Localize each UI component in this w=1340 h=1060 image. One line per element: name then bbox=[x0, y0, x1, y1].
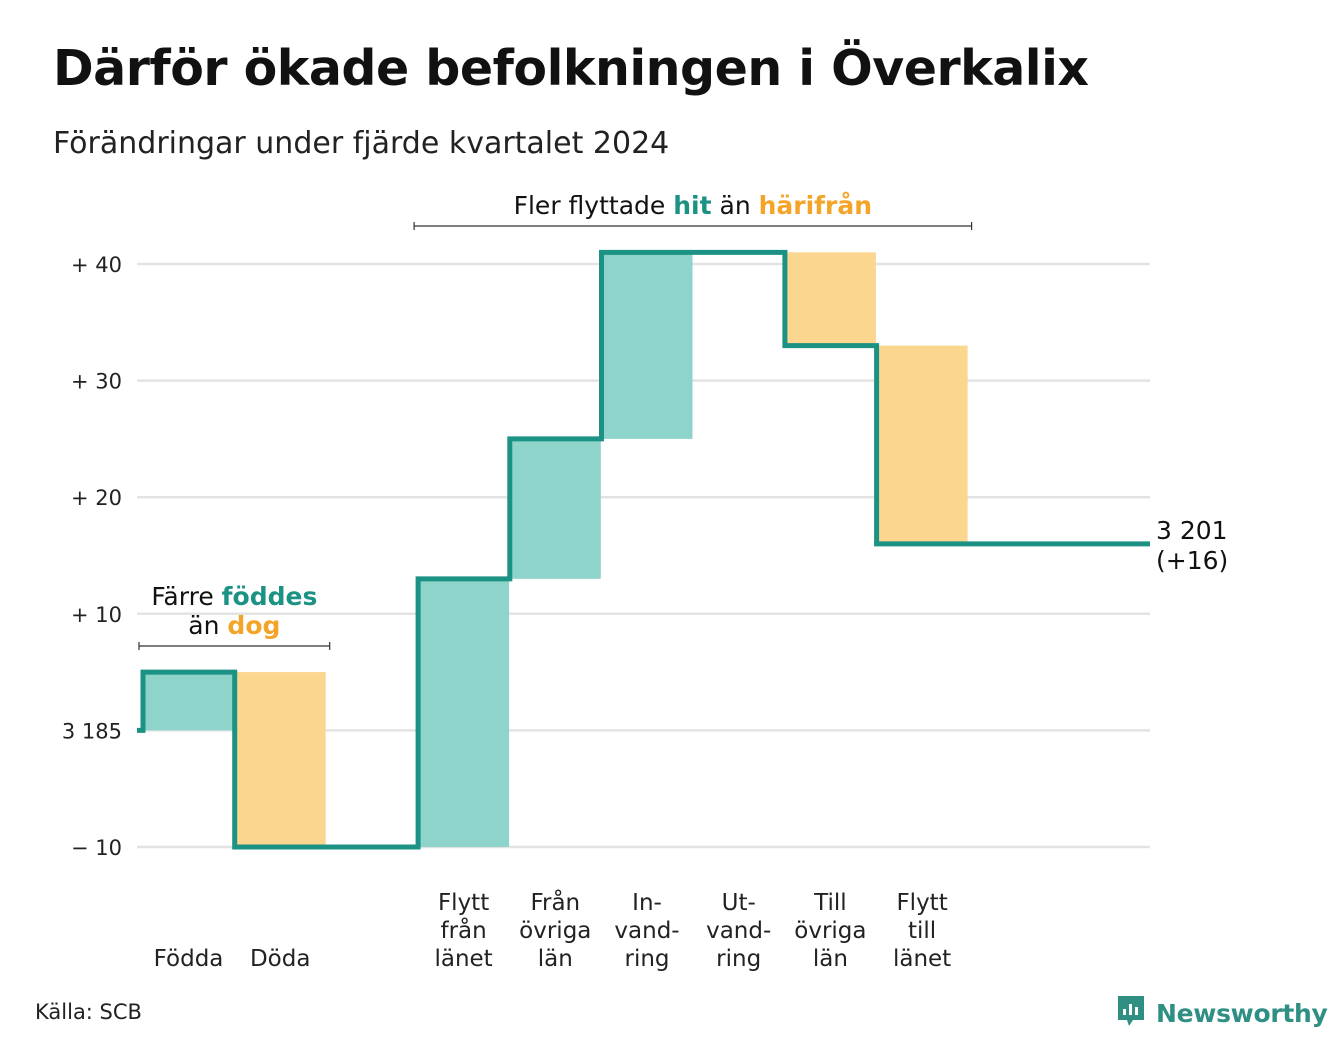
x-tick-label: Ut-vand-ring bbox=[706, 890, 771, 972]
bar bbox=[234, 672, 326, 847]
chart-subtitle: Förändringar under fjärde kvartalet 2024 bbox=[53, 126, 670, 161]
y-tick-label: − 10 bbox=[71, 836, 122, 860]
end-change: (+16) bbox=[1156, 546, 1228, 575]
x-tick-label: Flytt till länet bbox=[893, 890, 951, 972]
bar bbox=[601, 252, 693, 439]
x-tick-label: In-vand-ring bbox=[614, 890, 679, 972]
y-tick-label: + 20 bbox=[71, 486, 122, 510]
bar bbox=[418, 578, 510, 847]
bar bbox=[876, 345, 968, 544]
y-axis: + 40 + 30 + 20 + 10 3 185 − 10 bbox=[62, 253, 122, 860]
annotation-text: än dog bbox=[188, 611, 280, 640]
bar bbox=[784, 252, 876, 346]
brand-name: Newsworthy bbox=[1156, 998, 1328, 1028]
newsworthy-logo-icon bbox=[1116, 994, 1146, 1032]
running-total-line bbox=[137, 249, 1150, 850]
y-tick-label: + 30 bbox=[71, 370, 122, 394]
end-value-label: 3 201(+16) bbox=[1156, 516, 1228, 575]
y-tick-label: 3 185 bbox=[62, 719, 122, 743]
bar bbox=[509, 438, 601, 579]
brand-logo[interactable]: Newsworthy bbox=[1116, 994, 1328, 1032]
source-note: Källa: SCB bbox=[35, 1000, 142, 1024]
running-total-step-line bbox=[137, 249, 1150, 850]
x-tick-label: Döda bbox=[250, 946, 310, 972]
bar bbox=[143, 672, 234, 731]
annotation-text: Färre föddes bbox=[151, 582, 317, 611]
chart-title: Därför ökade befolkningen i Överkalix bbox=[53, 40, 1089, 97]
x-tick-label: Flytt från länet bbox=[434, 890, 492, 972]
annotation: Fler flyttade hit än härifrån bbox=[413, 191, 973, 230]
bars bbox=[143, 252, 968, 847]
annotation-text: Fler flyttade hit än härifrån bbox=[514, 191, 872, 220]
x-axis: Födda Döda Flytt från länet Från övriga län In-v… bbox=[154, 888, 952, 972]
x-tick-label: Födda bbox=[154, 946, 224, 972]
y-tick-label: + 40 bbox=[71, 253, 122, 277]
y-tick-label: + 10 bbox=[71, 603, 122, 627]
end-value: 3 201 bbox=[1156, 516, 1228, 545]
x-tick-label: Till övriga län bbox=[794, 890, 866, 972]
x-tick-label: Från övriga län bbox=[519, 888, 591, 972]
